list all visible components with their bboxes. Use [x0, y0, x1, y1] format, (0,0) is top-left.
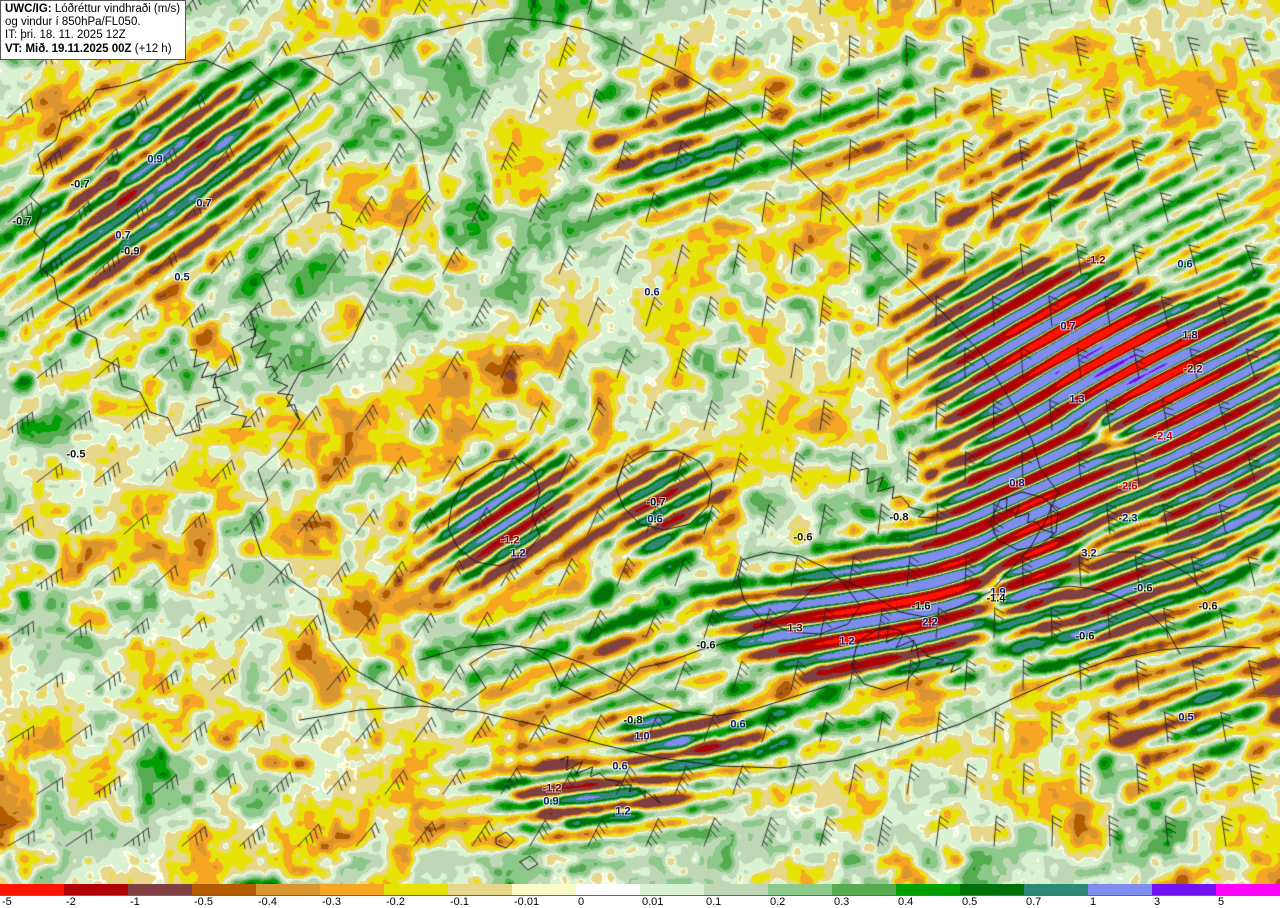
colorbar-segment [768, 884, 832, 896]
vertical-velocity-map[interactable]: 0.9 -0.7 0.7 -0.7 0.7 -0.9 0.5 -0.5 0.6 -1.2 0.6 0.… [0, 0, 1280, 884]
colorbar-tick: -2 [66, 896, 76, 908]
contour-value-label: -0.7 [70, 178, 90, 191]
contour-value-label: 1.3 [1069, 393, 1085, 406]
init-time-line: IT: þri. 18. 11. 2025 12Z [5, 29, 126, 42]
valid-time-line: VT: Mið. 19.11.2025 00Z (+12 h) [5, 43, 180, 56]
contour-value-label: -0.6 [696, 639, 716, 652]
contour-value-label: -2.3 [1118, 512, 1138, 525]
contour-value-label: 0.8 [1009, 477, 1025, 490]
contour-value-label: 0.6 [644, 286, 660, 299]
contour-value-label: 0.6 [730, 718, 746, 731]
colorbar-tick-labels: -5 -2 -1 -0.5 -0.4 -0.3 -0.2 -0.1 -0.01 0 0.01 0.1 0… [0, 896, 1280, 908]
colorbar-segment [256, 884, 320, 896]
contour-value-label: -0.6 [1075, 630, 1095, 643]
field-name: Lóðréttur vindhraði (m/s) [51, 3, 181, 15]
colorbar-tick: 0.5 [962, 896, 978, 908]
contour-value-label: -0.9 [120, 245, 140, 258]
colorbar-tick: -0.1 [450, 896, 469, 908]
colorbar-tick: 5 [1218, 896, 1225, 908]
contour-value-label: -0.7 [646, 496, 666, 509]
contour-value-label: 0.9 [543, 795, 559, 808]
contour-value-label: 1.2 [839, 635, 855, 648]
colorbar-segment [512, 884, 576, 896]
colorbar-segment [0, 884, 64, 896]
contour-label-layer: 0.9 -0.7 0.7 -0.7 0.7 -0.9 0.5 -0.5 0.6 -1.2 0.6 0.… [12, 153, 1218, 818]
contour-value-label: -1.4 [986, 592, 1006, 605]
contour-value-label: 1.2 [510, 547, 526, 560]
contour-value-label: -0.8 [889, 511, 909, 524]
colorbar-segment [320, 884, 384, 896]
contour-value-label: 0.5 [174, 271, 190, 284]
colorbar-tick: 0.1 [706, 896, 722, 908]
model-label: UWC/IG: [5, 3, 52, 15]
level-line: og vindur í 850hPa/FL050. [5, 16, 141, 29]
colorbar-tick: -0.3 [322, 896, 341, 908]
colorbar-tick: -1 [130, 896, 140, 908]
colorbar-tick: 3 [1154, 896, 1161, 908]
contour-value-label: -2.4 [1153, 430, 1173, 443]
contour-value-label: 1.3 [787, 622, 803, 635]
contour-value-label: 1.2 [615, 805, 631, 818]
contour-value-label: -0.6 [1198, 600, 1218, 613]
valid-time-label: VT: Mið. 19.11.2025 00Z [5, 42, 132, 55]
contour-value-label: -0.5 [66, 448, 86, 461]
chart-info-box: UWC/IG: Lóðréttur vindhraði (m/s) og vin… [0, 0, 187, 60]
colorbar-rule [0, 895, 1280, 896]
contour-value-label: -1.2 [500, 534, 520, 547]
colorbar-segment [1152, 884, 1216, 896]
colorbar[interactable]: -5 -2 -1 -0.5 -0.4 -0.3 -0.2 -0.1 -0.01 0 0.01 0.1 0… [0, 884, 1280, 908]
colorbar-segment [1088, 884, 1152, 896]
contour-value-label: -2.2 [1183, 363, 1203, 376]
contour-value-label: 0.6 [647, 513, 663, 526]
colorbar-tick: -0.5 [194, 896, 213, 908]
colorbar-segment [896, 884, 960, 896]
colorbar-tick: 0 [578, 896, 585, 908]
contour-value-label: -1.6 [911, 600, 931, 613]
contour-value-label: 0.6 [1177, 258, 1193, 271]
colorbar-segment [832, 884, 896, 896]
colorbar-tick: -0.4 [258, 896, 277, 908]
contour-value-label: 0.7 [196, 197, 212, 210]
contour-value-label: -0.6 [1133, 582, 1153, 595]
contour-value-label: 0.6 [612, 760, 628, 773]
colorbar-tick: 0.01 [642, 896, 664, 908]
colorbar-tick: 0.7 [1026, 896, 1042, 908]
colorbar-segment [192, 884, 256, 896]
contour-value-label: 0.7 [1060, 320, 1076, 333]
colorbar-tick: -5 [2, 896, 12, 908]
colorbar-segment [704, 884, 768, 896]
contour-value-label: 0.9 [147, 153, 163, 166]
contour-value-label: -1.2 [542, 782, 562, 795]
contour-value-label: -0.7 [12, 215, 32, 228]
colorbar-tick: -0.2 [386, 896, 405, 908]
colorbar-segment [576, 884, 640, 896]
colorbar-swatches [0, 884, 1280, 896]
contour-value-label: 2.2 [922, 616, 938, 629]
contour-value-label: -0.6 [793, 531, 813, 544]
contour-value-label: -0.8 [623, 714, 643, 727]
contour-value-label: -1.2 [1086, 254, 1106, 267]
colorbar-segment [384, 884, 448, 896]
colorbar-tick: 0.3 [834, 896, 850, 908]
contour-value-label: 0.7 [115, 229, 131, 242]
contour-value-label: 0.5 [1178, 711, 1194, 724]
colorbar-tick: 0.4 [898, 896, 914, 908]
contour-value-label: 1.0 [634, 730, 650, 743]
colorbar-segment [1216, 884, 1280, 896]
colorbar-tick: 0.2 [770, 896, 786, 908]
colorbar-segment [640, 884, 704, 896]
colorbar-segment [960, 884, 1024, 896]
info-line-field: UWC/IG: Lóðréttur vindhraði (m/s) [5, 3, 180, 16]
colorbar-segment [64, 884, 128, 896]
colorbar-segment [1024, 884, 1088, 896]
colorbar-segment [448, 884, 512, 896]
colorbar-tick: -0.01 [514, 896, 540, 908]
lead-time-label: (+12 h) [131, 42, 172, 55]
contour-value-label: 3.2 [1081, 547, 1097, 560]
colorbar-tick: 1 [1090, 896, 1097, 908]
colorbar-segment [128, 884, 192, 896]
contour-value-label: 1.8 [1182, 329, 1198, 342]
contour-value-label: -2.6 [1118, 480, 1138, 493]
